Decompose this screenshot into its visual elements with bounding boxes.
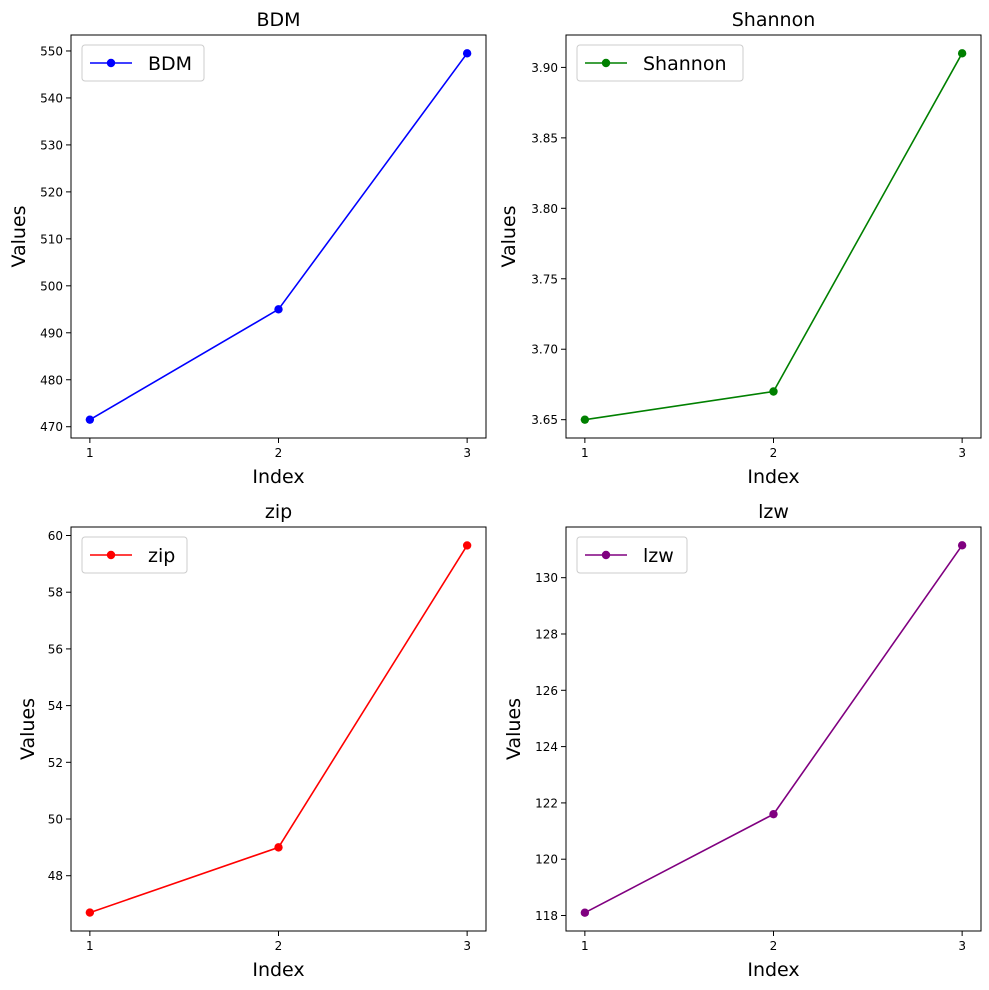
chart-title: Shannon: [732, 9, 816, 31]
y-tick-label: 3.80: [531, 202, 558, 216]
x-tick-label: 1: [86, 939, 94, 953]
plot-frame: [565, 34, 982, 439]
legend-box: [576, 44, 744, 82]
legend-label: Shannon: [643, 53, 727, 75]
y-tick-label: 54: [48, 699, 63, 713]
y-tick-label: 550: [40, 44, 63, 58]
legend: Shannon: [576, 44, 744, 82]
y-tick-label: 540: [40, 91, 63, 105]
legend: lzw: [576, 536, 688, 574]
x-tick-label: 2: [275, 446, 283, 460]
x-tick-label: 1: [581, 446, 589, 460]
data-point: [769, 809, 778, 819]
chart-title: lzw: [758, 501, 789, 523]
y-tick-label: 500: [40, 279, 63, 293]
plot-frame: [565, 526, 982, 932]
y-tick-label: 126: [535, 684, 558, 698]
y-tick-label: 56: [48, 642, 63, 656]
y-tick-label: 120: [535, 853, 558, 867]
y-tick-label: 470: [40, 420, 63, 434]
y-tick-label: 530: [40, 138, 63, 152]
y-axis-label: Values: [498, 205, 520, 267]
plot-frame: [70, 34, 487, 439]
y-tick-label: 58: [48, 586, 63, 600]
y-tick-label: 52: [48, 756, 63, 770]
subplot-shannon: Shannon 1 2 3 3.65 3.70 3.75 3.80 3.85 3.90 Index V…: [498, 9, 982, 488]
y-tick-label: 480: [40, 373, 63, 387]
series-line-bdm: [89, 52, 468, 421]
y-tick-label: 118: [535, 909, 558, 923]
y-tick-label: 128: [535, 627, 558, 641]
data-point: [462, 49, 472, 58]
x-tick-label: 3: [958, 446, 966, 460]
y-axis-label: Values: [503, 698, 525, 760]
x-tick-label: 2: [275, 939, 283, 953]
series-line-zip: [89, 544, 468, 914]
legend-marker: [106, 58, 116, 68]
data-point: [957, 541, 967, 550]
legend-box: [81, 44, 205, 82]
x-axis-label: Index: [252, 466, 304, 488]
x-axis-label: Index: [747, 466, 799, 488]
x-axis-label: Index: [747, 959, 799, 981]
y-tick-label: 3.90: [531, 61, 558, 75]
subplot-zip: zip 1 2 3 48 50 52 54 56 58 60 Index Values zip: [17, 501, 487, 981]
chart-title: zip: [265, 501, 292, 523]
x-tick-label: 3: [463, 939, 471, 953]
y-tick-label: 490: [40, 326, 63, 340]
data-point: [957, 49, 967, 58]
y-tick-label: 3.75: [531, 272, 558, 286]
data-point: [274, 843, 283, 852]
x-axis-label: Index: [252, 959, 304, 981]
y-tick-label: 50: [48, 813, 63, 827]
y-tick-label: 3.70: [531, 343, 558, 357]
data-point: [85, 908, 95, 917]
chart-title: BDM: [256, 9, 300, 31]
legend-marker: [601, 550, 611, 560]
series-line-shannon: [584, 52, 963, 421]
y-tick-label: 122: [535, 796, 558, 810]
subplot-bdm: BDM 1 2 3 470 480 490 500 510 520 530 540 550 Index Va…: [8, 9, 487, 488]
legend-box: [576, 536, 688, 574]
y-tick-label: 510: [40, 232, 63, 246]
legend: BDM: [81, 44, 205, 82]
legend-marker: [106, 550, 116, 560]
legend-box: [81, 536, 188, 574]
series-line-lzw: [584, 544, 963, 914]
y-tick-label: 60: [48, 529, 63, 543]
data-point: [580, 908, 590, 917]
data-point: [769, 387, 778, 396]
x-tick-label: 2: [770, 939, 778, 953]
data-point: [85, 415, 95, 424]
data-point: [580, 415, 590, 424]
plot-frame: [70, 526, 487, 932]
y-tick-label: 48: [48, 869, 63, 883]
legend: zip: [81, 536, 188, 574]
y-tick-label: 3.85: [531, 131, 558, 145]
data-point: [462, 541, 472, 550]
subplot-lzw: lzw 1 2 3 118 120 122 124 126 128 130 Index Values lz…: [503, 501, 982, 981]
data-point: [274, 305, 283, 314]
x-tick-label: 3: [958, 939, 966, 953]
x-tick-label: 3: [463, 446, 471, 460]
x-tick-label: 2: [770, 446, 778, 460]
y-axis-label: Values: [17, 698, 39, 760]
legend-label: zip: [148, 545, 175, 567]
legend-marker: [601, 58, 611, 68]
x-tick-label: 1: [86, 446, 94, 460]
y-axis-label: Values: [8, 205, 30, 267]
x-tick-label: 1: [581, 939, 589, 953]
y-tick-label: 124: [535, 740, 558, 754]
legend-label: BDM: [148, 53, 192, 75]
y-tick-label: 130: [535, 571, 558, 585]
legend-label: lzw: [643, 545, 674, 567]
y-tick-label: 520: [40, 185, 63, 199]
y-tick-label: 3.65: [531, 413, 558, 427]
